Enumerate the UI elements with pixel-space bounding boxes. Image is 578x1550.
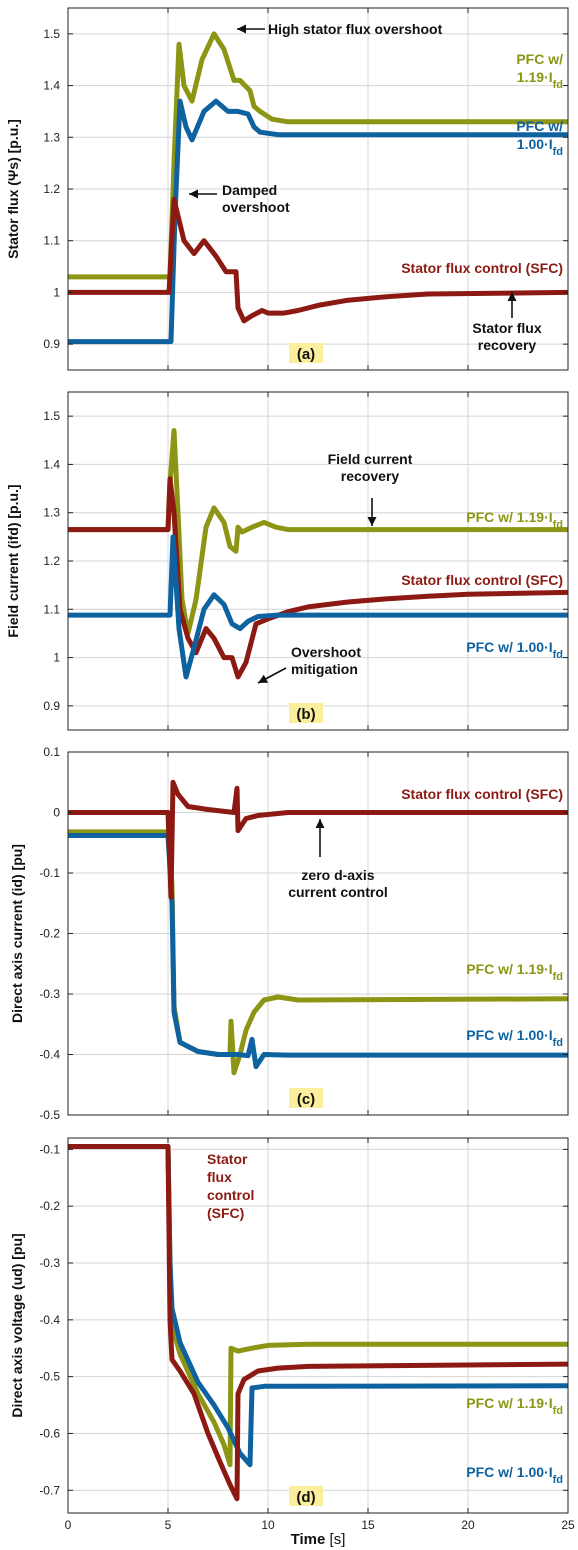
panel-c: -0.5 -0.4 -0.3 -0.2 -0.1 0 0.1 Direct axis curr… — [9, 745, 569, 1122]
y-axis-label: Field current (ifd) [p.u.] — [5, 484, 21, 637]
x-tick-label: 20 — [461, 1518, 475, 1532]
series-label-blue: PFC w/ — [516, 118, 563, 134]
series-line-blue — [68, 98, 568, 345]
y-tick-label: -0.3 — [39, 1256, 60, 1270]
series-line-red — [68, 1144, 569, 1502]
annotation-text: recovery — [478, 337, 537, 353]
annotation-text: Damped — [222, 182, 277, 198]
series-label-blue: PFC w/ 1.00·Ifd — [466, 1464, 563, 1486]
y-tick-label: -0.5 — [39, 1370, 60, 1384]
series-line-blue — [68, 534, 568, 680]
y-axis-label: Stator flux (Ψs) [p.u.] — [5, 119, 21, 259]
x-tick-label: 15 — [361, 1518, 375, 1532]
y-tick-label: 1.3 — [43, 506, 60, 520]
annotation-text: mitigation — [291, 661, 358, 677]
y-tick-label: -0.5 — [39, 1108, 60, 1122]
annotation-arrowhead — [189, 189, 198, 199]
annotation-arrowhead — [367, 517, 377, 526]
panel-a: 0.9 1 1.1 1.2 1.3 1.4 1.5 Stator flux (Ψs) [p.u… — [5, 7, 569, 371]
series-label-red: Stator flux control (SFC) — [401, 572, 563, 588]
series-line-green — [68, 428, 568, 636]
panel-tag: (b) — [296, 706, 315, 723]
y-tick-label: -0.6 — [39, 1426, 60, 1440]
panel-tag: (d) — [296, 1489, 315, 1506]
y-tick-label: -0.1 — [39, 866, 60, 880]
x-tick-label: 5 — [165, 1518, 172, 1532]
y-tick-label: -0.2 — [39, 927, 60, 941]
x-tick-label: 10 — [261, 1518, 275, 1532]
y-tick-label: 1.1 — [43, 602, 60, 616]
series-line-green — [68, 1144, 568, 1468]
y-axis-label: Direct axis current (id) [pu] — [9, 844, 25, 1023]
panel-tag-background — [289, 1088, 323, 1108]
y-tick-label: -0.3 — [39, 987, 60, 1001]
panel-tag-background — [289, 703, 323, 723]
panel-tag: (a) — [297, 346, 315, 363]
series-label-red: control — [207, 1187, 254, 1203]
series-label-green: PFC w/ — [516, 51, 563, 67]
y-tick-label: -0.2 — [39, 1199, 60, 1213]
y-tick-label: 1.5 — [43, 409, 60, 423]
series-line-red — [68, 779, 568, 900]
series-line-green — [68, 31, 568, 280]
series-label-red: Stator — [207, 1151, 248, 1167]
annotation-text: Stator flux — [472, 320, 541, 336]
y-tick-label: -0.7 — [39, 1483, 60, 1497]
annotation-text: recovery — [341, 468, 400, 484]
annotation-text: current control — [288, 884, 388, 900]
y-tick-label: 1 — [53, 285, 60, 299]
series-label-red: flux — [207, 1169, 232, 1185]
annotation-arrowhead — [315, 819, 325, 828]
y-tick-label: 0.1 — [43, 745, 60, 759]
y-tick-label: 1.2 — [43, 554, 60, 568]
y-tick-label: 0.9 — [43, 337, 60, 351]
x-axis-label: Time [s] — [291, 1531, 346, 1548]
annotation-arrowhead — [237, 24, 246, 34]
y-tick-label: 0 — [53, 806, 60, 820]
y-tick-label: 1.3 — [43, 130, 60, 144]
y-tick-label: 1.5 — [43, 27, 60, 41]
panel-b: 0.9 1 1.1 1.2 1.3 1.4 1.5 Field current (ifd) [… — [5, 391, 569, 731]
y-tick-label: -0.1 — [39, 1142, 60, 1156]
series-label-blue: PFC w/ 1.00·Ifd — [466, 1027, 563, 1049]
y-axis-label: Direct axis voltage (ud) [pu] — [9, 1233, 25, 1417]
y-tick-label: 1.4 — [43, 79, 60, 93]
panel-tag-background — [289, 1486, 323, 1506]
series-label-blue: 1.00·Ifd — [517, 136, 563, 158]
annotation-text: Field current — [328, 451, 413, 467]
y-tick-label: 0.9 — [43, 699, 60, 713]
panel-tag: (c) — [297, 1091, 315, 1108]
y-tick-label: -0.4 — [39, 1048, 60, 1062]
series-label-red: Stator flux control (SFC) — [401, 786, 563, 802]
series-label-red: Stator flux control (SFC) — [401, 260, 563, 276]
series-line-blue — [68, 833, 568, 1070]
annotation-arrowhead — [258, 674, 269, 683]
panel-d: -0.7 -0.6 -0.5 -0.4 -0.3 -0.2 -0.1 0 5 10 15 20 25 Di… — [9, 1137, 575, 1532]
series-label-red: (SFC) — [207, 1205, 244, 1221]
annotation-arrowhead — [507, 292, 517, 301]
series-label-green: PFC w/ 1.19·Ifd — [466, 1395, 563, 1417]
annotation-text: High stator flux overshoot — [268, 21, 443, 37]
y-tick-label: 1.1 — [43, 234, 60, 248]
y-tick-label: 1.2 — [43, 182, 60, 196]
x-tick-label: 25 — [561, 1518, 575, 1532]
axes-frame — [67, 1137, 569, 1514]
series-line-blue — [68, 1144, 569, 1468]
y-tick-label: 1.4 — [43, 457, 60, 471]
series-label-green: PFC w/ 1.19·Ifd — [466, 961, 563, 983]
annotation-text: zero d-axis — [301, 867, 374, 883]
x-tick-label: 0 — [65, 1518, 72, 1532]
y-tick-label: -0.4 — [39, 1313, 60, 1327]
series-line-red — [68, 196, 569, 324]
annotation-text: Overshoot — [291, 644, 361, 660]
series-label-green: 1.19·Ifd — [517, 69, 563, 91]
y-tick-label: 1 — [53, 651, 60, 665]
annotation-text: overshoot — [222, 199, 290, 215]
panel-tag-background — [289, 343, 323, 363]
